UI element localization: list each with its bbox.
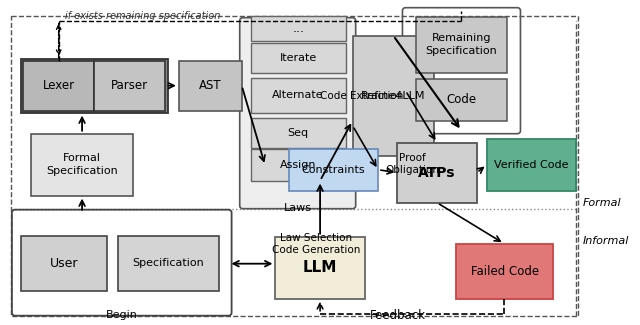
FancyBboxPatch shape	[353, 36, 434, 156]
Text: Feedback: Feedback	[369, 309, 426, 322]
FancyBboxPatch shape	[23, 61, 94, 111]
Text: Informal: Informal	[582, 236, 629, 246]
Text: Alternate: Alternate	[273, 90, 324, 100]
Text: Code Extraction: Code Extraction	[320, 91, 403, 101]
FancyBboxPatch shape	[118, 236, 220, 291]
FancyBboxPatch shape	[251, 149, 346, 181]
FancyBboxPatch shape	[251, 78, 346, 113]
Text: Failed Code: Failed Code	[470, 265, 539, 278]
FancyBboxPatch shape	[416, 79, 508, 121]
FancyBboxPatch shape	[397, 143, 477, 203]
Text: ATPs: ATPs	[419, 166, 456, 180]
Text: Seq: Seq	[287, 128, 308, 138]
Text: Constraints: Constraints	[301, 165, 365, 175]
Text: LLM: LLM	[303, 260, 337, 275]
FancyBboxPatch shape	[487, 139, 577, 191]
Text: Remaining
Specification: Remaining Specification	[426, 33, 497, 56]
Text: Proof
Obligation: Proof Obligation	[386, 153, 440, 175]
Text: Refine4LLM: Refine4LLM	[361, 91, 426, 101]
Text: Laws: Laws	[284, 203, 312, 213]
FancyBboxPatch shape	[456, 244, 553, 299]
FancyBboxPatch shape	[251, 16, 346, 41]
FancyBboxPatch shape	[21, 59, 168, 113]
Text: Specification: Specification	[132, 258, 204, 268]
Text: Assign: Assign	[280, 160, 316, 170]
Text: Parser: Parser	[111, 79, 148, 92]
Text: Lexer: Lexer	[43, 79, 75, 92]
FancyBboxPatch shape	[289, 149, 378, 191]
FancyBboxPatch shape	[179, 61, 242, 111]
FancyBboxPatch shape	[251, 43, 346, 73]
Text: Iterate: Iterate	[280, 53, 317, 63]
FancyBboxPatch shape	[94, 61, 166, 111]
FancyBboxPatch shape	[416, 17, 508, 73]
Text: Formal: Formal	[582, 198, 621, 208]
FancyBboxPatch shape	[251, 118, 346, 148]
Text: Formal
Specification: Formal Specification	[46, 153, 118, 176]
Text: ...: ...	[292, 22, 304, 35]
Text: AST: AST	[199, 79, 221, 92]
Text: Code: Code	[447, 93, 477, 106]
FancyBboxPatch shape	[240, 18, 356, 209]
Text: User: User	[50, 257, 79, 270]
Text: if exists remaining specification: if exists remaining specification	[65, 11, 221, 21]
FancyBboxPatch shape	[31, 134, 133, 196]
Text: Law Selection
Code Generation: Law Selection Code Generation	[272, 233, 360, 255]
FancyBboxPatch shape	[21, 236, 108, 291]
Text: Begin: Begin	[106, 310, 138, 320]
FancyBboxPatch shape	[275, 237, 365, 299]
Text: Verified Code: Verified Code	[494, 160, 569, 170]
